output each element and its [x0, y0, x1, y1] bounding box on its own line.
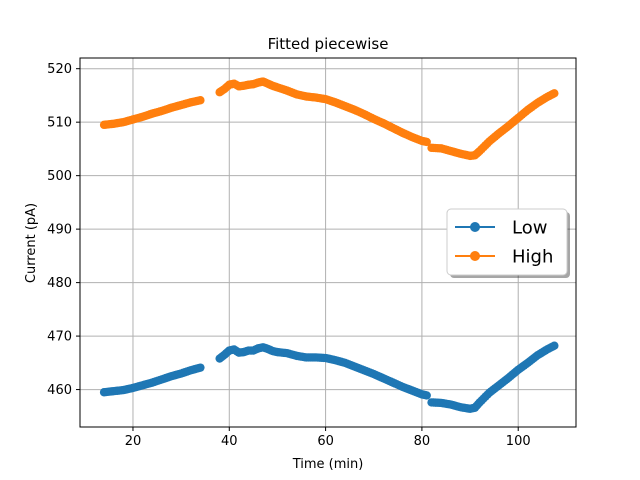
x-tick-label: 40	[221, 434, 238, 449]
y-axis-label: Current (pA)	[24, 203, 39, 283]
x-tick-label: 80	[414, 434, 431, 449]
data-point	[550, 341, 559, 350]
y-tick-label: 480	[47, 276, 72, 291]
y-tick-label: 470	[47, 330, 72, 345]
data-point	[550, 89, 559, 98]
series-low	[99, 341, 559, 414]
legend-label: Low	[512, 218, 547, 239]
ticks: 20 40 60 80 100 460 470 480 490 500 510 520	[47, 62, 530, 449]
x-axis-label: Time (min)	[292, 457, 364, 472]
y-tick-label: 500	[47, 169, 72, 184]
legend-label: High	[512, 247, 553, 268]
series-high	[99, 77, 559, 161]
data-point	[196, 96, 205, 105]
y-tick-label: 460	[47, 383, 72, 398]
data-point	[422, 137, 431, 147]
y-tick-label: 490	[47, 223, 72, 238]
data-point	[422, 391, 431, 400]
x-tick-label: 60	[317, 434, 334, 449]
chart-title: Fitted piecewise	[268, 35, 389, 53]
legend: Low High	[446, 208, 570, 278]
x-tick-label: 100	[506, 434, 531, 449]
y-tick-label: 510	[47, 116, 72, 131]
legend-marker	[470, 251, 480, 261]
legend-marker	[470, 222, 480, 232]
plot-frame	[79, 57, 577, 428]
x-tick-label: 20	[125, 434, 142, 449]
data-point	[196, 363, 205, 372]
y-tick-label: 520	[47, 62, 72, 77]
series-layer	[99, 77, 559, 414]
